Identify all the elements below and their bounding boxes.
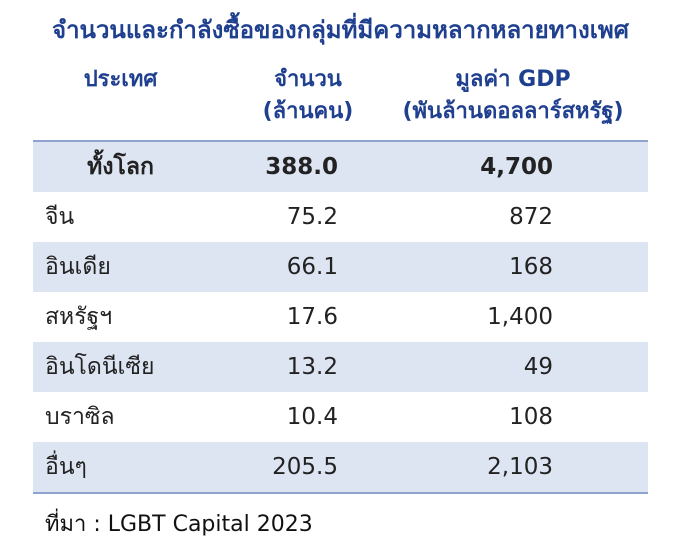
table-row: จีน 75.2 872	[33, 192, 648, 242]
table-cell: อินเดีย	[45, 254, 111, 280]
table-cell: 1,400	[487, 304, 553, 330]
header-line: (ล้านคน)	[262, 99, 354, 124]
table-cell: 205.5	[272, 454, 338, 480]
table-row: อินเดีย 66.1 168	[33, 242, 648, 292]
table-cell: สหรัฐฯ	[45, 304, 113, 330]
table-cell: 13.2	[286, 354, 338, 380]
source: ที่มา : LGBT Capital 2023	[45, 512, 313, 537]
header-line: (พันล้านดอลลาร์สหรัฐ)	[402, 99, 624, 124]
header-line: มูลค่า GDP	[455, 67, 571, 92]
table-cell: 2,103	[487, 454, 553, 480]
table-row: สหรัฐฯ 17.6 1,400	[33, 292, 648, 342]
table-cell: 10.4	[286, 404, 338, 430]
table-cell: 66.1	[286, 254, 338, 280]
table-header: ประเทศ จำนวน (ล้านคน) มูลค่า GDP (พันล้านดอล…	[33, 60, 648, 142]
title: จำนวนและกำลังซื้อของกลุ่มที่มีความหลากหล…	[52, 16, 629, 44]
table-cell: ทั้งโลก	[87, 154, 154, 180]
header-line: จำนวน	[274, 67, 342, 92]
table-row: อินโดนีเซีย 13.2 49	[33, 342, 648, 392]
table-cell: อื่นๆ	[45, 454, 87, 480]
table-cell: 168	[509, 254, 553, 280]
table-cell: 75.2	[286, 204, 338, 230]
table-cell: 4,700	[480, 154, 553, 180]
header-line: ประเทศ	[83, 67, 158, 92]
table-cell: อินโดนีเซีย	[45, 354, 155, 380]
table-cell: 108	[509, 404, 553, 430]
table-cell: 49	[523, 354, 553, 380]
header-cell: มูลค่า GDP (พันล้านดอลลาร์สหรัฐ)	[378, 64, 648, 128]
table-cell: 872	[509, 204, 553, 230]
table-row: ทั้งโลก 388.0 4,700	[33, 142, 648, 192]
table-cell: บราซิล	[45, 404, 115, 430]
table-row: อื่นๆ 205.5 2,103	[33, 442, 648, 494]
table-row: บราซิล 10.4 108	[33, 392, 648, 442]
table-cell: จีน	[45, 204, 75, 230]
header-cell: จำนวน (ล้านคน)	[238, 64, 378, 128]
header-cell: ประเทศ	[33, 64, 208, 96]
table: ประเทศ จำนวน (ล้านคน) มูลค่า GDP (พันล้านดอล…	[33, 60, 648, 494]
table-cell: 17.6	[286, 304, 338, 330]
table-cell: 388.0	[265, 154, 338, 180]
